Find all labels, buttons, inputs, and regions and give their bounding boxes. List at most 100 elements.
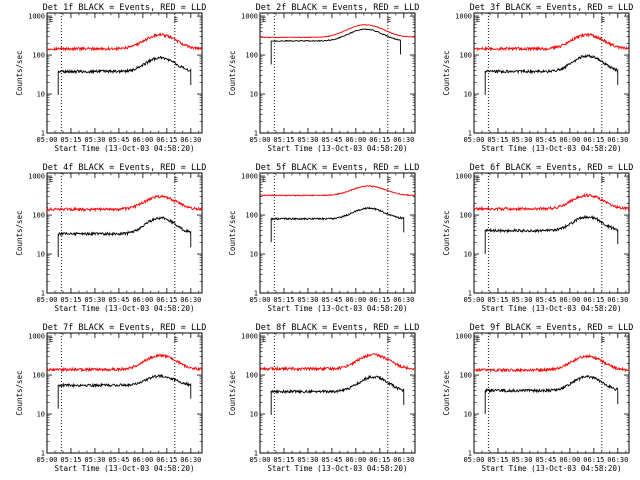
panel-title: Det 4f BLACK = Events, RED = LLD [43,163,207,173]
x-tick-label: 06:00 [559,136,580,144]
events-series-line [484,53,619,95]
x-tick-label: 05:00 [463,296,484,304]
x-tick-label: 06:30 [393,456,414,464]
x-tick-label: 06:30 [180,296,201,304]
x-axis-label: Start Time (13-Oct-03 04:58:20) [55,464,195,473]
events-series-line [484,374,619,415]
lld-series-line [473,32,629,52]
y-tick-label: 10 [250,251,258,259]
x-tick-label: 05:30 [84,136,105,144]
y-tick-label: 100 [459,372,472,380]
plot-frame [473,332,630,454]
x-axis-label: Start Time (13-Oct-03 04:58:20) [268,304,408,313]
y-tick-label: 1 [254,450,258,458]
y-tick-label: 1 [468,450,472,458]
y-tick-label: 1 [468,130,472,138]
events-series-line [484,214,619,255]
x-tick-label: 05:30 [84,296,105,304]
x-tick-label: 05:45 [535,136,556,144]
events-series-line [57,55,192,95]
x-tick-label: 05:15 [273,296,294,304]
x-tick-label: 05:00 [463,456,484,464]
detector-panel-6: Det 6f BLACK = Events, RED = LLD 1 10 100 10… [442,163,633,313]
plot-frame [259,12,416,134]
lld-series-line [259,184,416,197]
y-axis-label: Counts/sec [442,370,451,415]
detector-panel-9: Det 9f BLACK = Events, RED = LLD 1 10 100 10… [442,323,633,473]
x-tick-label: 05:30 [84,456,105,464]
lld-series-line [259,352,416,372]
plot-frame [473,12,630,134]
x-tick-label: 06:15 [583,296,604,304]
x-tick-label: 06:15 [369,296,390,304]
y-tick-label: 1 [41,450,45,458]
y-axis-label: Counts/sec [15,370,24,415]
y-tick-label: 1 [254,290,258,298]
y-tick-label: 100 [32,372,45,380]
x-tick-label: 06:30 [607,136,628,144]
plot-frame [46,332,203,454]
x-tick-label: 05:30 [297,296,318,304]
y-tick-label: 100 [245,372,258,380]
x-tick-label: 05:15 [273,456,294,464]
x-tick-label: 05:45 [108,456,129,464]
y-tick-label: 10 [464,411,472,419]
x-tick-label: 05:00 [36,296,57,304]
events-series-line [57,373,192,409]
x-tick-label: 06:30 [607,296,628,304]
x-tick-label: 05:30 [297,136,318,144]
event-marker-label: E [174,336,178,344]
x-tick-label: 06:00 [132,296,153,304]
event-marker-label: E [262,16,266,24]
detector-panel-3: Det 3f BLACK = Events, RED = LLD 1 10 100 10… [442,3,633,153]
y-tick-label: 10 [37,91,45,99]
x-tick-label: 05:45 [535,296,556,304]
x-tick-label: 05:45 [108,136,129,144]
x-axis-label: Start Time (13-Oct-03 04:58:20) [55,304,195,313]
event-marker-label: E [476,176,480,184]
x-tick-label: 06:15 [369,136,390,144]
x-tick-label: 06:00 [345,136,366,144]
x-tick-label: 06:15 [156,456,177,464]
y-tick-label: 1 [41,290,45,298]
panel-title: Det 9f BLACK = Events, RED = LLD [470,323,634,333]
detector-panel-8: Det 8f BLACK = Events, RED = LLD 1 10 100 10… [228,323,419,473]
panel-title: Det 2f BLACK = Events, RED = LLD [256,3,420,13]
detector-panel-1: Det 1f BLACK = Events, RED = LLD 1 10 100 10… [15,3,206,153]
y-tick-label: 100 [32,212,45,220]
y-axis-label: Counts/sec [15,50,24,95]
plot-frame [259,332,416,454]
x-tick-label: 05:30 [511,296,532,304]
panel-title: Det 6f BLACK = Events, RED = LLD [470,163,634,173]
panel-title: Det 1f BLACK = Events, RED = LLD [43,3,207,13]
y-tick-label: 1000 [455,173,472,181]
x-tick-label: 05:15 [487,456,508,464]
x-tick-label: 05:00 [36,456,57,464]
x-tick-label: 05:30 [511,136,532,144]
panel-title: Det 3f BLACK = Events, RED = LLD [470,3,634,13]
x-tick-label: 05:00 [249,136,270,144]
y-tick-label: 1000 [241,173,258,181]
event-marker-label: E [49,176,53,184]
plot-frame [46,12,203,134]
events-series-line [270,206,405,243]
y-axis-label: Counts/sec [442,210,451,255]
y-tick-label: 10 [37,251,45,259]
event-marker-label: E [601,16,605,24]
x-tick-label: 05:45 [535,456,556,464]
lld-series-line [46,353,203,373]
detector-panel-5: Det 5f BLACK = Events, RED = LLD 1 10 100 10… [228,163,419,313]
x-tick-label: 06:15 [583,136,604,144]
y-axis-label: Counts/sec [228,50,237,95]
events-series-line [57,216,192,258]
x-tick-label: 05:00 [249,456,270,464]
plot-frame [46,172,203,294]
event-marker-label: E [476,336,480,344]
y-tick-label: 10 [250,411,258,419]
detector-panel-2: Det 2f BLACK = Events, RED = LLD 1 10 100 10… [228,3,419,153]
y-axis-label: Counts/sec [228,210,237,255]
y-axis-label: Counts/sec [442,50,451,95]
y-tick-label: 100 [245,212,258,220]
x-axis-label: Start Time (13-Oct-03 04:58:20) [482,464,622,473]
